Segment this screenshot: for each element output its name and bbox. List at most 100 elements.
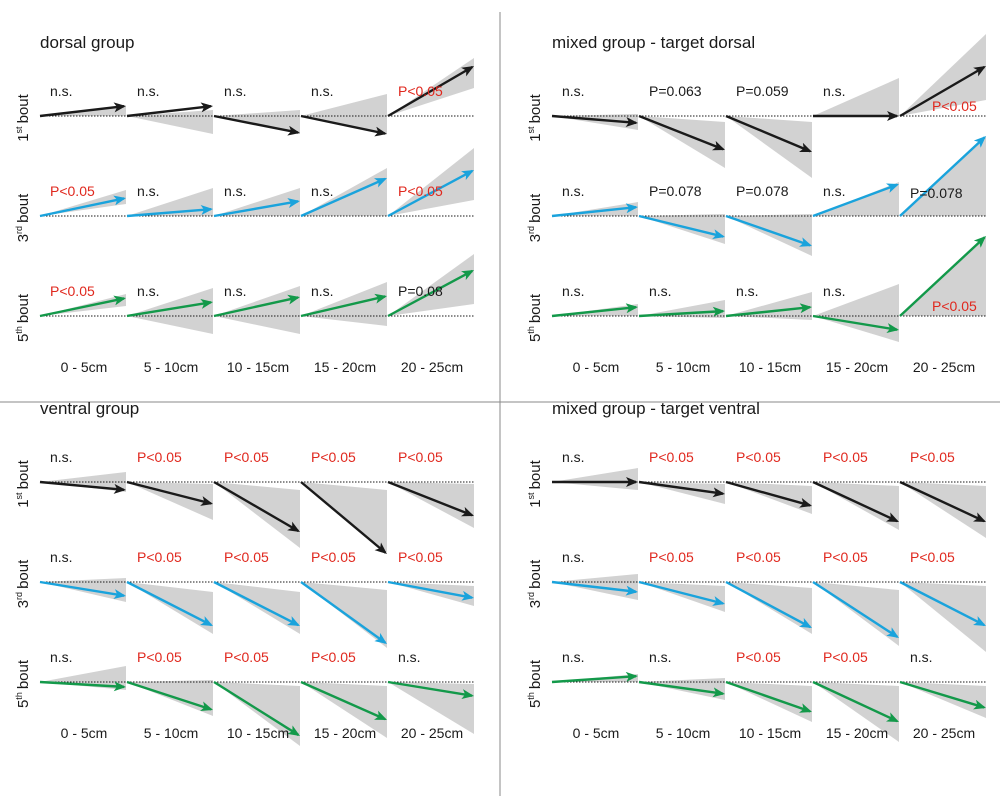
stat-label: P<0.05 [311,549,356,565]
effect-cell: P=0.063 [638,83,726,168]
row-label: 1st bout [526,93,544,141]
stat-label: P<0.05 [736,549,781,565]
confidence-band [388,254,474,316]
stat-label: n.s. [562,283,585,299]
effect-cell: n.s. [213,283,301,334]
panel-title: ventral group [40,399,139,418]
panel-2: mixed group - target dorsal 1st bout 3rd bou… [526,33,987,375]
row-label: 5th bout [526,659,544,708]
stat-label: n.s. [137,83,160,99]
stat-label: P=0.059 [736,83,789,99]
mean-arrow [551,303,639,318]
stat-label: P<0.05 [137,649,182,665]
stat-label: n.s. [910,649,933,665]
confidence-band [301,168,387,216]
confidence-band [813,482,899,530]
mean-arrow [387,680,474,700]
row-label-word: bout [527,659,544,689]
stat-label: n.s. [137,283,160,299]
row-label: 1st bout [14,459,32,507]
effect-cell: P<0.05 [39,183,127,218]
effect-cell: n.s. [725,283,813,320]
stat-label: n.s. [137,183,160,199]
mean-arrow [812,314,900,334]
bin-label: 20 - 25cm [913,359,975,375]
mean-arrow [725,480,813,508]
effect-cell: P<0.05 [213,449,301,548]
row-label-superscript: th [526,692,536,700]
row-label: 1st bout [14,93,32,141]
mean-arrow [899,480,987,523]
mean-arrow [638,580,725,606]
stat-label: n.s. [562,183,585,199]
stat-label: P<0.05 [311,449,356,465]
confidence-band [388,148,474,216]
effect-cell: P<0.05 [387,549,475,606]
effect-cell: P<0.05 [725,549,813,634]
effect-cell: P<0.05 [899,549,987,652]
mean-arrow [126,680,213,712]
stat-label: n.s. [311,83,334,99]
row-label: 3rd bout [526,193,544,242]
mean-arrow [812,580,899,638]
confidence-band [639,300,725,318]
stat-label: n.s. [649,283,672,299]
row-label: 5th bout [14,293,32,342]
effect-cell: P<0.05 [126,549,214,634]
bin-label: 10 - 15cm [227,725,289,741]
panel-1: dorsal group 1st bout 3rd bout 5th bout n.s. n.s… [14,33,475,375]
confidence-band [813,682,899,742]
confidence-band [40,190,126,216]
mean-arrow [126,204,213,218]
effect-cell: P<0.05 [812,649,900,742]
effect-cell: P<0.05 [126,649,214,716]
effect-cell: P<0.05 [39,283,127,318]
mean-arrow [300,680,387,721]
row-label-word: bout [15,459,32,489]
row-label-number: 5 [527,700,544,708]
confidence-band [388,682,474,734]
mean-arrow [638,214,725,240]
bin-label: 15 - 20cm [826,725,888,741]
mean-arrow [387,269,474,318]
mean-arrow [899,65,987,118]
effect-cell: P<0.05 [300,649,388,738]
effect-cell: n.s. [638,283,726,318]
effect-cell: P<0.05 [300,449,388,554]
row-label-superscript: st [14,492,24,500]
mean-arrow [300,177,387,218]
stat-label: n.s. [50,449,73,465]
row-label-superscript: st [14,126,24,134]
mean-arrow [551,114,638,128]
effect-cell: n.s. [39,649,127,692]
row-label-word: bout [527,193,544,223]
panel-title: mixed group - target dorsal [552,33,755,52]
confidence-band [127,582,213,634]
stat-label: n.s. [823,183,846,199]
stat-label: P<0.05 [50,283,95,299]
mean-arrow [899,236,987,317]
row-label-word: bout [15,559,32,589]
stat-label: P<0.05 [910,449,955,465]
bin-label: 5 - 10cm [144,725,198,741]
confidence-band [388,58,474,116]
row-label-number: 3 [15,234,32,242]
stat-label: n.s. [562,83,585,99]
stat-label: P<0.05 [398,549,443,565]
row-label-number: 5 [15,334,32,342]
confidence-band [639,116,725,168]
stat-label: P<0.05 [224,549,269,565]
effect-cell: P=0.078 [899,136,987,217]
stat-label: P=0.08 [398,283,443,299]
stat-label: P<0.05 [910,549,955,565]
bin-label: 20 - 25cm [401,725,463,741]
stat-label: n.s. [398,649,421,665]
mean-arrow [213,680,300,736]
row-label-word: bout [527,459,544,489]
mean-arrow [126,298,214,318]
effect-cell: P=0.059 [725,83,813,178]
row-label-number: 1 [15,499,32,507]
stat-label: n.s. [562,649,585,665]
bin-label: 15 - 20cm [314,359,376,375]
